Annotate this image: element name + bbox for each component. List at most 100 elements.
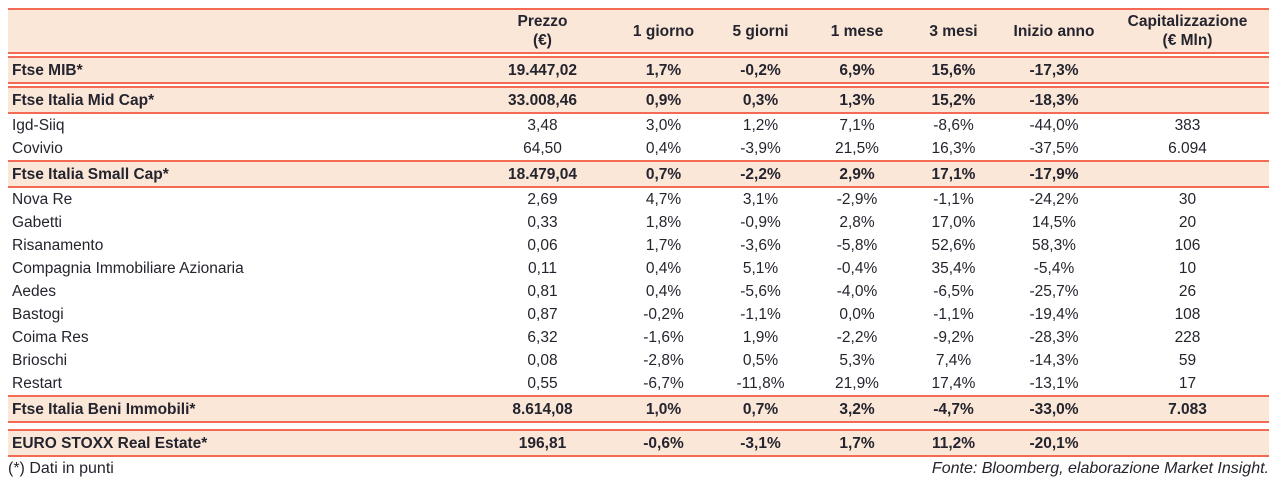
cell-mese1: -0,4% xyxy=(836,260,878,277)
cell-giorno1: 0,4% xyxy=(645,140,682,157)
table-row: Igd-Siiq 3,48 3,0% 1,2% 7,1% -8,6% -44,0% 383 xyxy=(8,114,1269,137)
cell-giorni5: -5,6% xyxy=(740,283,781,300)
table-row: Ftse Italia Mid Cap* 33.008,46 0,9% 0,3% 1,3… xyxy=(8,86,1269,114)
cell-mesi3: 35,4% xyxy=(931,260,976,277)
cell-mese1: 3,2% xyxy=(839,400,875,418)
cell-inizio-anno: -5,4% xyxy=(1033,260,1075,277)
cell-giorno1: -1,6% xyxy=(643,329,684,346)
table-row: Risanamento 0,06 1,7% -3,6% -5,8% 52,6% 58,3% 1… xyxy=(8,234,1269,257)
cell-inizio-anno: 14,5% xyxy=(1032,214,1076,231)
cell-inizio-anno: -28,3% xyxy=(1029,329,1079,346)
cell-mesi3: 11,2% xyxy=(931,434,976,452)
table-row: Brioschi 0,08 -2,8% 0,5% 5,3% 7,4% -14,3% 59 xyxy=(8,349,1269,372)
cell-capitalizzazione xyxy=(1106,88,1269,112)
cell-inizio-anno: -20,1% xyxy=(1029,434,1079,452)
cell-mesi3: 16,3% xyxy=(931,140,976,157)
cell-mese1: 6,9% xyxy=(839,61,875,79)
cell-name: Nova Re xyxy=(12,191,73,208)
cell-mesi3: 17,4% xyxy=(931,375,976,392)
cell-giorno1: -0,6% xyxy=(643,434,684,452)
cell-name: Ftse MIB* xyxy=(12,61,83,79)
cell-mesi3: 17,1% xyxy=(931,165,976,183)
cell-giorno1: 1,7% xyxy=(645,237,682,254)
cell-giorni5: 1,9% xyxy=(742,329,779,346)
cell-giorno1: 0,7% xyxy=(645,165,682,183)
cell-inizio-anno: -25,7% xyxy=(1029,283,1079,300)
cell-mese1: 5,3% xyxy=(839,352,875,369)
cell-prezzo: 8.614,08 xyxy=(512,400,573,418)
table-row: Ftse MIB* 19.447,02 1,7% -0,2% 6,9% 15,6% -17,… xyxy=(8,56,1269,84)
table-body: Ftse MIB* 19.447,02 1,7% -0,2% 6,9% 15,6% -17,… xyxy=(8,56,1269,457)
cell-name: Restart xyxy=(12,375,62,392)
cell-name: Brioschi xyxy=(12,352,68,369)
cell-mese1: 7,1% xyxy=(839,117,875,134)
cell-prezzo: 64,50 xyxy=(523,140,562,157)
cell-inizio-anno: -37,5% xyxy=(1029,140,1079,157)
cell-giorni5: -3,6% xyxy=(740,237,781,254)
cell-name: Covivio xyxy=(12,140,63,157)
cell-giorno1: 0,4% xyxy=(645,283,682,300)
cell-capitalizzazione: 106 xyxy=(1174,237,1201,254)
cell-name: Aedes xyxy=(12,283,56,300)
cell-mesi3: -4,7% xyxy=(933,400,974,418)
cell-capitalizzazione: 59 xyxy=(1178,352,1197,369)
cell-prezzo: 18.479,04 xyxy=(508,165,577,183)
cell-mese1: 1,7% xyxy=(839,434,875,452)
cell-mese1: -4,0% xyxy=(836,283,878,300)
cell-mesi3: 17,0% xyxy=(931,214,976,231)
cell-inizio-anno: -33,0% xyxy=(1029,400,1079,418)
cell-name: Risanamento xyxy=(12,237,104,254)
cell-giorno1: -6,7% xyxy=(643,375,684,392)
cell-mese1: -5,8% xyxy=(836,237,878,254)
cell-prezzo: 196,81 xyxy=(518,434,567,452)
cell-giorni5: 3,1% xyxy=(742,191,779,208)
cell-giorni5: 1,2% xyxy=(742,117,779,134)
table-row: Gabetti 0,33 1,8% -0,9% 2,8% 17,0% 14,5% 20 xyxy=(8,211,1269,234)
table-row: Coima Res 6,32 -1,6% 1,9% -2,2% -9,2% -28,3% 22… xyxy=(8,326,1269,349)
cell-capitalizzazione xyxy=(1106,431,1269,455)
cell-capitalizzazione xyxy=(1106,58,1269,82)
cell-giorni5: 0,7% xyxy=(742,400,779,418)
column-header-mese1: 1 mese xyxy=(830,22,884,40)
cell-capitalizzazione: 228 xyxy=(1174,329,1201,346)
cell-giorno1: 0,9% xyxy=(645,91,682,109)
cell-prezzo: 0,08 xyxy=(527,352,558,369)
cell-mesi3: -9,2% xyxy=(933,329,974,346)
cell-giorno1: 1,0% xyxy=(645,400,682,418)
cell-giorno1: 3,0% xyxy=(645,117,682,134)
table-row: Ftse Italia Beni Immobili* 8.614,08 1,0% 0,… xyxy=(8,395,1269,423)
cell-giorni5: -0,9% xyxy=(740,214,781,231)
cell-mese1: -2,2% xyxy=(836,329,878,346)
cell-name: Gabetti xyxy=(12,214,62,231)
cell-capitalizzazione: 108 xyxy=(1174,306,1201,323)
cell-prezzo: 0,06 xyxy=(527,237,558,254)
cell-capitalizzazione: 20 xyxy=(1178,214,1197,231)
performance-table: Prezzo (€) 1 giorno 5 giorni 1 mese 3 mesi Ini… xyxy=(8,8,1269,457)
cell-inizio-anno: -13,1% xyxy=(1029,375,1079,392)
cell-name: Compagnia Immobiliare Azionaria xyxy=(12,260,244,277)
cell-giorno1: -2,8% xyxy=(643,352,684,369)
source-credit: Fonte: Bloomberg, elaborazione Market In… xyxy=(931,460,1269,477)
column-header-prezzo: Prezzo (€) xyxy=(517,13,568,49)
cell-giorno1: 4,7% xyxy=(645,191,682,208)
cell-capitalizzazione: 26 xyxy=(1178,283,1197,300)
cell-prezzo: 0,87 xyxy=(527,306,558,323)
cell-name: Ftse Italia Beni Immobili* xyxy=(12,400,196,418)
cell-prezzo: 6,32 xyxy=(527,329,558,346)
table-row: Compagnia Immobiliare Azionaria 0,11 0,4% 5… xyxy=(8,257,1269,280)
cell-inizio-anno: -44,0% xyxy=(1029,117,1079,134)
cell-capitalizzazione: 6.094 xyxy=(1168,140,1207,157)
cell-mesi3: 7,4% xyxy=(935,352,972,369)
cell-inizio-anno: -24,2% xyxy=(1029,191,1079,208)
cell-giorni5: -0,2% xyxy=(740,61,781,79)
column-header-mesi3: 3 mesi xyxy=(929,22,978,40)
cell-name: Coima Res xyxy=(12,329,89,346)
cell-inizio-anno: -18,3% xyxy=(1029,91,1079,109)
cell-inizio-anno: -17,3% xyxy=(1029,61,1079,79)
cell-capitalizzazione: 17 xyxy=(1178,375,1197,392)
cell-capitalizzazione: 10 xyxy=(1178,260,1197,277)
table-row: Restart 0,55 -6,7% -11,8% 21,9% 17,4% -13,1% 17 xyxy=(8,372,1269,395)
cell-capitalizzazione xyxy=(1106,162,1269,186)
cell-giorno1: 1,8% xyxy=(645,214,682,231)
